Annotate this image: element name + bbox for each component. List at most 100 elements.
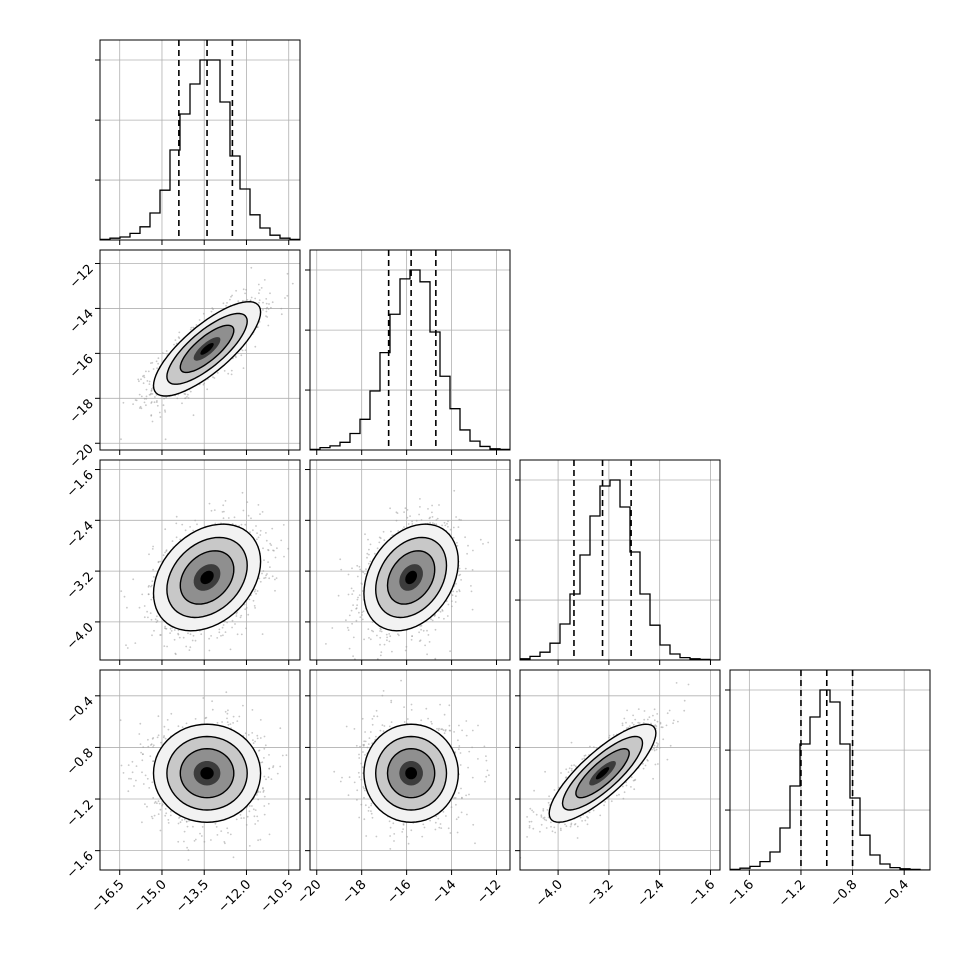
scatter-point	[259, 761, 262, 764]
scatter-point	[251, 709, 254, 711]
scatter-point	[224, 710, 227, 713]
scatter-point	[348, 647, 351, 650]
scatter-point	[163, 735, 166, 737]
scatter-point	[443, 617, 445, 620]
scatter-point	[150, 362, 152, 364]
scatter-point	[250, 266, 253, 269]
scatter-point	[367, 562, 370, 565]
scatter-point	[280, 539, 283, 542]
scatter-point	[251, 805, 253, 807]
scatter-point	[263, 747, 266, 750]
scatter-point	[151, 548, 154, 550]
scatter-point	[356, 604, 358, 607]
scatter-point	[152, 368, 155, 370]
scatter-point	[389, 635, 392, 638]
scatter-point	[351, 567, 353, 570]
scatter-point	[479, 538, 482, 541]
scatter-point	[201, 826, 204, 828]
histogram-panel-0	[95, 39, 301, 245]
scatter-point	[148, 393, 151, 396]
scatter-point	[287, 547, 290, 550]
scatter-point	[152, 576, 155, 578]
scatter-point	[257, 504, 260, 506]
scatter-point	[265, 574, 267, 577]
scatter-point	[366, 552, 369, 555]
scatter-point	[153, 629, 155, 632]
scatter-panel-1-0	[95, 249, 301, 455]
scatter-point	[383, 539, 386, 542]
scatter-point	[175, 342, 178, 345]
scatter-point	[242, 299, 244, 302]
scatter-point	[220, 634, 222, 637]
scatter-point	[451, 605, 453, 608]
scatter-point	[337, 594, 340, 597]
scatter-point	[449, 650, 451, 653]
scatter-point	[470, 590, 473, 593]
scatter-point	[203, 382, 206, 385]
scatter-point	[239, 616, 242, 619]
scatter-point	[283, 555, 285, 558]
scatter-point	[149, 612, 152, 614]
scatter-point	[376, 658, 379, 660]
scatter-point	[436, 517, 439, 520]
scatter-point	[123, 595, 126, 598]
scatter-point	[371, 621, 374, 623]
scatter-point	[223, 841, 226, 843]
scatter-point	[177, 725, 180, 728]
scatter-point	[175, 515, 178, 518]
scatter-point	[438, 504, 440, 506]
scatter-point	[246, 299, 249, 301]
scatter-point	[194, 838, 197, 841]
scatter-point	[403, 511, 405, 513]
scatter-point	[216, 637, 219, 639]
scatter-point	[367, 628, 370, 630]
scatter-point	[368, 548, 370, 551]
scatter-point	[255, 525, 257, 527]
scatter-point	[455, 516, 457, 518]
scatter-point	[470, 585, 472, 587]
scatter-point	[236, 633, 239, 636]
scatter-point	[364, 533, 366, 536]
scatter-point	[164, 625, 167, 628]
scatter-point	[150, 392, 152, 395]
scatter-point	[254, 823, 257, 825]
scatter-point	[265, 310, 268, 313]
scatter-point	[177, 336, 180, 338]
scatter-point	[186, 825, 189, 828]
scatter-point	[138, 393, 141, 396]
scatter-point	[166, 645, 169, 648]
scatter-point	[134, 399, 137, 401]
scatter-point	[182, 636, 185, 639]
scatter-point	[223, 510, 225, 513]
scatter-point	[142, 783, 145, 785]
scatter-point	[247, 613, 250, 616]
scatter-point	[407, 523, 410, 525]
scatter-point	[120, 590, 123, 592]
scatter-point	[280, 313, 283, 316]
scatter-point	[208, 637, 211, 640]
scatter-point	[173, 629, 176, 631]
density-core	[200, 570, 214, 585]
scatter-point	[415, 519, 418, 522]
scatter-point	[244, 523, 247, 526]
scatter-point	[264, 744, 267, 747]
scatter-point	[156, 619, 159, 622]
scatter-point	[371, 629, 373, 632]
scatter-point	[170, 630, 173, 632]
scatter-point	[431, 511, 433, 514]
scatter-point	[165, 350, 168, 352]
scatter-point	[241, 349, 244, 352]
scatter-point	[456, 590, 458, 593]
scatter-point	[242, 367, 245, 369]
scatter-point	[397, 633, 399, 635]
scatter-point	[181, 523, 184, 526]
scatter-point	[150, 390, 153, 392]
scatter-point	[127, 764, 130, 766]
scatter-point	[291, 282, 294, 285]
scatter-point	[143, 374, 145, 377]
scatter-point	[429, 521, 431, 524]
scatter-point	[146, 610, 149, 613]
scatter-point	[198, 319, 201, 321]
scatter-point	[231, 619, 234, 622]
scatter-point	[269, 542, 272, 545]
